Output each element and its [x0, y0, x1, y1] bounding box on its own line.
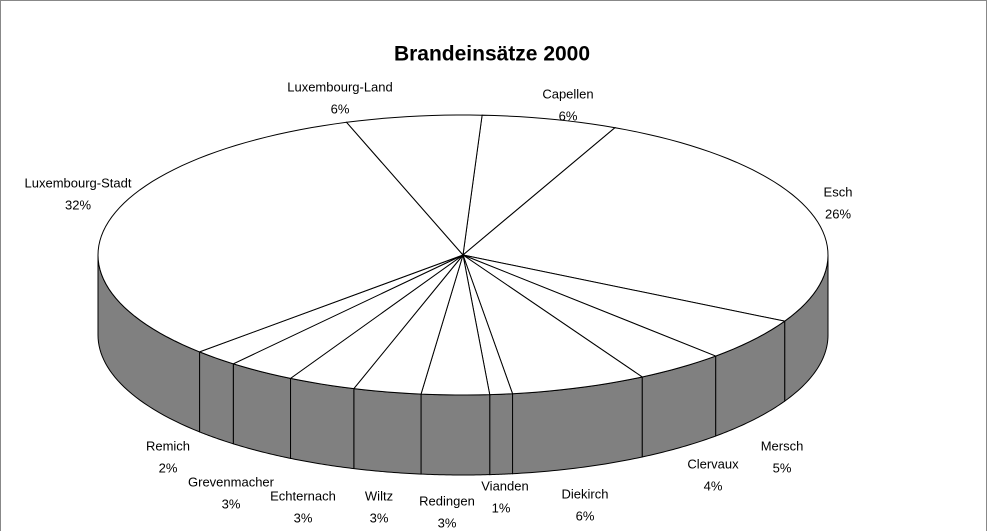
pie-slice — [345, 114, 483, 257]
slice-value-label: 6% — [576, 508, 595, 523]
pie-slice — [462, 254, 786, 357]
pie-side — [353, 388, 422, 475]
pie-slice — [462, 254, 718, 378]
pie-side — [489, 393, 514, 476]
pie-slice — [462, 114, 617, 257]
slice-value-label: 32% — [65, 197, 91, 212]
slice-value-label: 2% — [159, 460, 178, 475]
slice-value-label: 6% — [559, 108, 578, 123]
pie-slice — [420, 254, 491, 396]
slice-label: Echternach — [270, 488, 336, 503]
slice-value-label: 26% — [825, 206, 851, 221]
slice-label: Mersch — [761, 438, 804, 453]
slice-label: Redingen — [419, 493, 475, 508]
slice-value-label: 3% — [294, 510, 313, 525]
slice-label: Luxembourg-Land — [287, 79, 393, 94]
pie-slice — [462, 253, 644, 395]
slice-value-label: 5% — [773, 460, 792, 475]
pie-slice — [97, 121, 464, 353]
pie-side — [232, 363, 292, 459]
slice-label: Luxembourg-Stadt — [25, 175, 132, 190]
slice-value-label: 6% — [331, 101, 350, 116]
pie-side — [290, 377, 355, 470]
chart-title: Brandeinsätze 2000 — [394, 43, 590, 66]
slice-value-label: 4% — [704, 478, 723, 493]
slice-value-label: 3% — [370, 510, 389, 525]
slice-value-label: 1% — [492, 500, 511, 515]
slice-value-label: 3% — [222, 496, 241, 511]
slice-label: Clervaux — [687, 456, 739, 471]
slice-label: Vianden — [481, 478, 528, 493]
slice-label: Remich — [146, 438, 190, 453]
pie-slice — [289, 254, 464, 390]
slice-label: Capellen — [542, 86, 593, 101]
pie-slice — [461, 127, 829, 322]
slice-label: Grevenmacher — [188, 474, 275, 489]
slice-label: Wiltz — [365, 488, 393, 503]
pie-slice — [352, 254, 464, 395]
slice-label: Diekirch — [562, 486, 609, 501]
slice-label: Esch — [824, 184, 853, 199]
pie-side — [199, 351, 234, 445]
pie-slice — [231, 254, 464, 379]
slice-value-label: 3% — [438, 515, 457, 530]
pie-side — [420, 393, 491, 476]
